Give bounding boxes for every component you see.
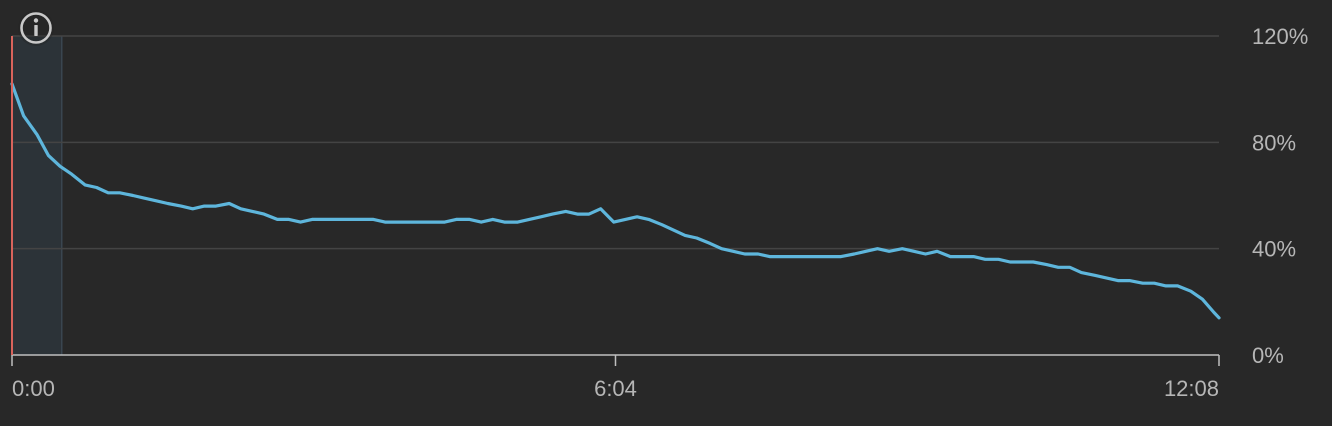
- y-axis-labels: 0% 40% 80% 120%: [1252, 24, 1308, 368]
- series-line: [10, 82, 1221, 320]
- x-tick-label: 12:08: [1164, 376, 1219, 401]
- x-tick-label: 0:00: [12, 376, 55, 401]
- x-tick-label: 6:04: [594, 376, 637, 401]
- info-icon[interactable]: [18, 10, 54, 46]
- selection-window-fill[interactable]: [12, 36, 62, 355]
- y-tick-label: 120%: [1252, 24, 1308, 49]
- y-tick-label: 40%: [1252, 237, 1296, 262]
- y-tick-label: 0%: [1252, 343, 1284, 368]
- y-tick-label: 80%: [1252, 130, 1296, 155]
- x-axis-labels: 0:00 6:04 12:08: [12, 376, 1219, 401]
- series-layer: [10, 82, 1221, 320]
- x-axis: [11, 354, 1220, 366]
- grid-lines: [12, 35, 1219, 250]
- selection-window[interactable]: [12, 36, 63, 355]
